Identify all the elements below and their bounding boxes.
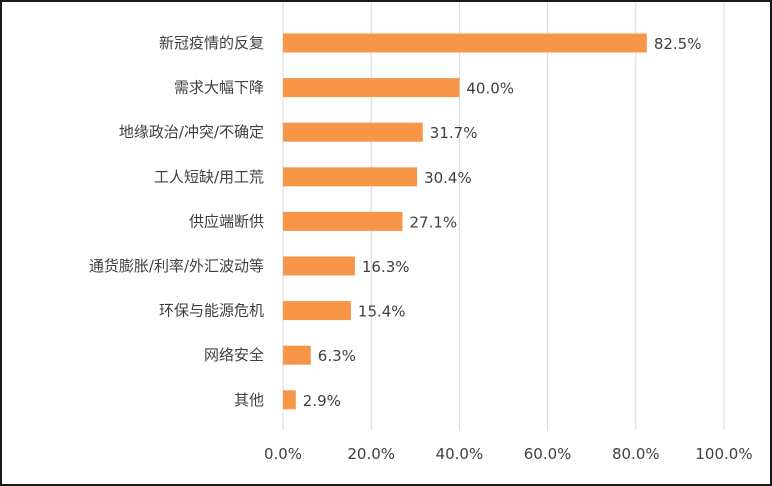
bar <box>283 33 647 53</box>
bar <box>283 122 423 142</box>
category-label: 新冠疫情的反复 <box>159 34 264 52</box>
data-label: 16.3% <box>362 258 410 276</box>
x-tick-label: 60.0% <box>524 445 572 463</box>
data-label: 27.1% <box>410 213 458 231</box>
x-tick-label: 0.0% <box>264 445 302 463</box>
category-label: 地缘政治/冲突/不确定 <box>119 123 264 141</box>
category-label: 环保与能源危机 <box>159 302 264 320</box>
data-label: 31.7% <box>430 124 478 142</box>
data-label: 30.4% <box>424 169 472 187</box>
category-label: 需求大幅下降 <box>174 79 264 97</box>
bar <box>283 256 355 276</box>
bar <box>283 390 296 410</box>
data-label: 40.0% <box>466 80 514 98</box>
bar <box>283 301 351 321</box>
category-label: 其他 <box>234 391 264 409</box>
category-label: 通货膨胀/利率/外汇波动等 <box>89 257 264 275</box>
x-tick-label: 20.0% <box>347 445 395 463</box>
x-tick-label: 80.0% <box>612 445 660 463</box>
category-label: 供应端断供 <box>189 212 264 230</box>
data-label: 6.3% <box>318 347 356 365</box>
data-label: 2.9% <box>303 392 341 410</box>
bar <box>283 78 460 98</box>
data-label: 15.4% <box>358 303 406 321</box>
x-tick-label: 100.0% <box>695 445 752 463</box>
bar <box>283 345 311 365</box>
bar <box>283 167 418 187</box>
category-label: 工人短缺/用工荒 <box>154 168 264 186</box>
bar <box>283 211 403 231</box>
data-label: 82.5% <box>654 35 702 53</box>
category-label: 网络安全 <box>204 346 264 364</box>
x-tick-label: 40.0% <box>436 445 484 463</box>
